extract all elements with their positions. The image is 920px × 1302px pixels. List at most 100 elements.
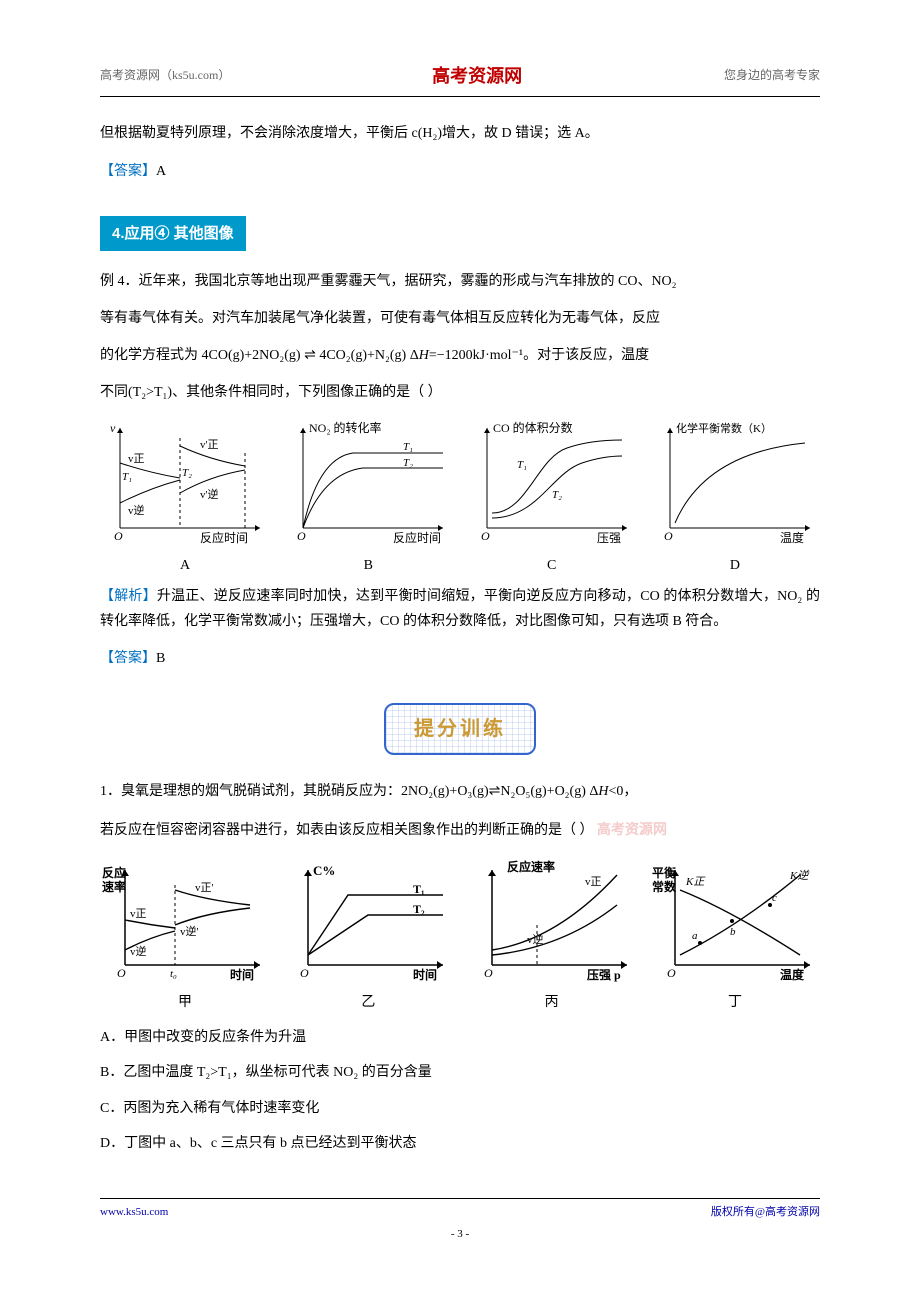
answer-value-2: B <box>156 651 165 666</box>
svg-text:时间: 时间 <box>230 967 254 982</box>
svg-text:C%: C% <box>313 863 335 878</box>
answer-label: 【答案】 <box>100 164 156 179</box>
p1-line1: 1．臭氧是理想的烟气脱硝试剂，其脱硝反应为：2NO₂(g)+O₃(g)⇌N₂O₅… <box>100 779 820 804</box>
svg-text:v'正: v'正 <box>200 439 218 451</box>
graph-D: 化学平衡常数（K） 温度 O D <box>650 418 820 578</box>
graph-B-caption: B <box>283 553 453 578</box>
svg-text:反应: 反应 <box>102 865 126 880</box>
option-D: D．丁图中 a、b、c 三点只有 b 点已经达到平衡状态 <box>100 1131 820 1156</box>
section-4-badge: 4.应用④ 其他图像 <box>100 216 246 251</box>
q4-line2: 等有毒气体有关。对汽车加装尾气净化装置，可使有毒气体相互反应转化为无毒气体，反应 <box>100 306 820 331</box>
graph-D-caption: D <box>650 553 820 578</box>
graph-A-svg: v 反应时间 O v正 v逆 T₁ T₂ v'正 v'逆 <box>100 418 270 548</box>
svg-text:速率: 速率 <box>102 879 126 894</box>
svg-text:T₂: T₂ <box>403 457 413 469</box>
footer-right: 版权所有@高考资源网 <box>711 1203 820 1223</box>
graph-jia-caption: 甲 <box>100 990 270 1015</box>
answer-label-2: 【答案】 <box>100 651 156 666</box>
header-right: 您身边的高考专家 <box>724 65 820 87</box>
page-header: 高考资源网（ks5u.com） 高考资源网 您身边的高考专家 <box>100 60 820 97</box>
svg-text:T₂: T₂ <box>413 902 425 916</box>
svg-text:常数: 常数 <box>652 879 677 894</box>
svg-text:化学平衡常数（K）: 化学平衡常数（K） <box>676 421 772 435</box>
q4-line4: 不同(T₂>T₁)、其他条件相同时，下列图像正确的是（ ） <box>100 380 820 405</box>
graph-C: CO 的体积分数 压强 O T₁ T₂ C <box>467 418 637 578</box>
svg-text:反应时间: 反应时间 <box>200 530 248 545</box>
graph-C-svg: CO 的体积分数 压强 O T₁ T₂ <box>467 418 637 548</box>
top-answer: 【答案】A <box>100 159 820 184</box>
svg-text:v逆': v逆' <box>180 924 198 938</box>
practice-banner: 提分训练 <box>100 703 820 755</box>
graph-yi: C% 时间 O T₁ T₂ 乙 <box>283 855 453 1015</box>
svg-text:T₁: T₁ <box>403 441 413 453</box>
q4-graph-row: v 反应时间 O v正 v逆 T₁ T₂ v'正 v'逆 A <box>100 418 820 578</box>
svg-text:CO 的体积分数: CO 的体积分数 <box>493 420 573 435</box>
header-left: 高考资源网（ks5u.com） <box>100 65 230 87</box>
svg-text:T₁: T₁ <box>413 882 425 896</box>
page-number: - 3 - <box>100 1225 820 1245</box>
answer-value: A <box>156 164 166 179</box>
svg-text:c: c <box>772 892 777 904</box>
graph-B-svg: NO₂ 的转化率 反应时间 O T₁ T₂ <box>283 418 453 548</box>
svg-text:b: b <box>730 926 736 938</box>
svg-text:压强: 压强 <box>597 531 621 545</box>
top-paragraph: 但根据勒夏特列原理，不会消除浓度增大，平衡后 c(H₂)增大，故 D 错误；选 … <box>100 121 820 146</box>
p1-line2: 若反应在恒容密闭容器中进行，如表由该反应相关图象作出的判断正确的是（ ） 高考资… <box>100 817 820 843</box>
svg-text:温度: 温度 <box>780 530 804 545</box>
svg-text:K逆: K逆 <box>789 869 810 882</box>
graph-bing: 反应速率 压强 p O v正 v逆 丙 <box>467 855 637 1015</box>
analysis-label: 【解析】 <box>100 589 157 604</box>
graph-ding-caption: 丁 <box>650 990 820 1015</box>
svg-text:O: O <box>297 529 306 543</box>
graph-jia-svg: 反应 速率 时间 O v正 v逆 v正' v逆' t₀ <box>100 855 270 985</box>
graph-jia: 反应 速率 时间 O v正 v逆 v正' v逆' t₀ 甲 <box>100 855 270 1015</box>
q4-line3: 的化学方程式为 4CO(g)+2NO₂(g) ⇌ 4CO₂(g)+N₂(g) Δ… <box>100 343 820 368</box>
svg-text:a: a <box>692 930 698 942</box>
svg-text:O: O <box>664 529 673 543</box>
p1-options: A．甲图中改变的反应条件为升温 B．乙图中温度 T₂>T₁，纵坐标可代表 NO₂… <box>100 1025 820 1156</box>
graph-bing-svg: 反应速率 压强 p O v正 v逆 <box>467 855 637 985</box>
svg-text:v正: v正 <box>585 876 602 888</box>
graph-A: v 反应时间 O v正 v逆 T₁ T₂ v'正 v'逆 A <box>100 418 270 578</box>
svg-text:v: v <box>110 421 116 435</box>
svg-text:T₁: T₁ <box>122 471 132 483</box>
svg-text:v正: v正 <box>130 908 147 920</box>
graph-ding: 平衡 常数 温度 O K正 K逆 a b c 丁 <box>650 855 820 1015</box>
svg-text:O: O <box>300 966 309 980</box>
header-center-logo: 高考资源网 <box>432 60 522 92</box>
svg-text:v逆: v逆 <box>128 503 145 517</box>
page-footer: www.ks5u.com 版权所有@高考资源网 <box>100 1198 820 1223</box>
svg-text:K正: K正 <box>685 876 706 888</box>
svg-text:时间: 时间 <box>413 967 437 982</box>
graph-D-svg: 化学平衡常数（K） 温度 O <box>650 418 820 548</box>
svg-text:O: O <box>114 529 123 543</box>
svg-text:v逆: v逆 <box>130 944 147 958</box>
svg-text:t₀: t₀ <box>170 968 177 980</box>
svg-text:T₂: T₂ <box>552 489 562 501</box>
svg-text:T₂: T₂ <box>182 467 192 479</box>
svg-text:O: O <box>484 966 493 980</box>
graph-bing-caption: 丙 <box>467 990 637 1015</box>
svg-text:温度: 温度 <box>780 967 805 982</box>
graph-ding-svg: 平衡 常数 温度 O K正 K逆 a b c <box>650 855 820 985</box>
svg-text:v正': v正' <box>195 882 213 894</box>
practice-banner-text: 提分训练 <box>384 703 536 755</box>
svg-text:压强 p: 压强 p <box>587 968 621 982</box>
option-C: C．丙图为充入稀有气体时速率变化 <box>100 1096 820 1121</box>
svg-text:平衡: 平衡 <box>652 865 676 880</box>
q4-line1: 例 4．近年来，我国北京等地出现严重雾霾天气，据研究，雾霾的形成与汽车排放的 C… <box>100 269 820 294</box>
svg-text:NO₂ 的转化率: NO₂ 的转化率 <box>309 420 382 435</box>
svg-text:T₁: T₁ <box>517 459 527 471</box>
svg-text:O: O <box>667 966 676 980</box>
graph-A-caption: A <box>100 553 270 578</box>
svg-text:反应时间: 反应时间 <box>393 530 441 545</box>
svg-text:反应速率: 反应速率 <box>507 859 555 874</box>
graph-yi-caption: 乙 <box>283 990 453 1015</box>
svg-text:v'逆: v'逆 <box>200 487 218 501</box>
watermark: 高考资源网 <box>597 821 667 837</box>
svg-text:v正: v正 <box>128 453 145 465</box>
option-A: A．甲图中改变的反应条件为升温 <box>100 1025 820 1050</box>
svg-text:O: O <box>117 966 126 980</box>
p1-graph-row: 反应 速率 时间 O v正 v逆 v正' v逆' t₀ 甲 <box>100 855 820 1015</box>
q4-answer: 【答案】B <box>100 646 820 671</box>
